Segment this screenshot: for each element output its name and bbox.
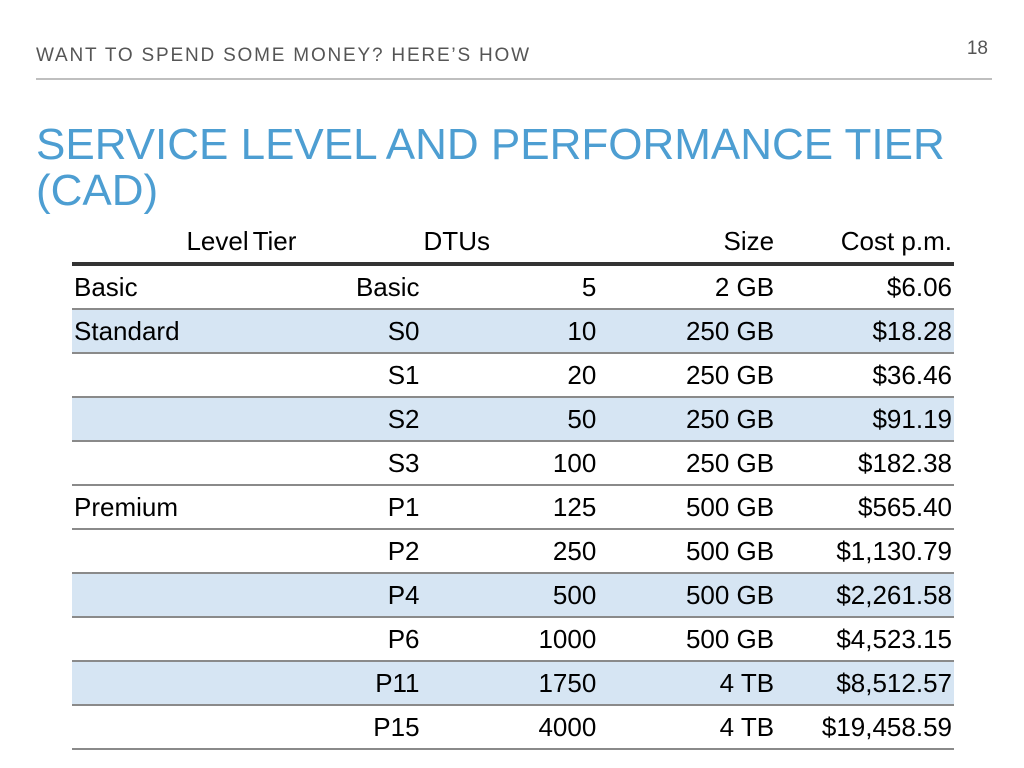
table-row: Basic Basic 5 2 GB $6.06 xyxy=(72,264,954,310)
section-header: WANT TO SPEND SOME MONEY? HERE’S HOW xyxy=(36,45,531,66)
table-row: P2 250 500 GB $1,130.79 xyxy=(72,529,954,574)
table-row: P4 500 500 GB $2,261.58 xyxy=(72,573,954,618)
column-header-cost: Cost p.m. xyxy=(776,220,954,266)
cell-dtus: 10 xyxy=(421,309,599,354)
table-row: S3 100 250 GB $182.38 xyxy=(72,441,954,486)
table-row: S2 50 250 GB $91.19 xyxy=(72,397,954,442)
cell-tier: S2 xyxy=(250,397,422,442)
cell-cost: $2,261.58 xyxy=(776,573,954,618)
column-header-size: Size xyxy=(598,220,777,266)
cell-level: Standard xyxy=(72,309,251,354)
cell-dtus: 500 xyxy=(421,573,599,618)
cell-size: 250 GB xyxy=(598,397,777,442)
cell-size: 500 GB xyxy=(598,617,777,662)
cell-size: 250 GB xyxy=(598,309,777,354)
cell-cost: $36.46 xyxy=(776,353,954,398)
cell-dtus: 250 xyxy=(421,529,599,574)
cell-dtus: 100 xyxy=(421,441,599,486)
cell-tier: P6 xyxy=(250,617,422,662)
cell-cost: $18.28 xyxy=(776,309,954,354)
cell-cost: $19,458.59 xyxy=(776,705,954,750)
cell-dtus: 1000 xyxy=(421,617,599,662)
table-row: S1 20 250 GB $36.46 xyxy=(72,353,954,398)
cell-cost: $8,512.57 xyxy=(776,661,954,706)
cell-dtus: 20 xyxy=(421,353,599,398)
cell-cost: $91.19 xyxy=(776,397,954,442)
cell-cost: $6.06 xyxy=(776,264,954,310)
cell-dtus: 50 xyxy=(421,397,599,442)
cell-level xyxy=(72,705,251,750)
cell-level xyxy=(72,573,251,618)
cell-dtus: 4000 xyxy=(421,705,599,750)
cell-size: 4 TB xyxy=(598,705,777,750)
cell-level: Premium xyxy=(72,485,251,530)
cell-tier: Basic xyxy=(250,264,422,310)
cell-level xyxy=(72,397,251,442)
cell-size: 500 GB xyxy=(598,529,777,574)
cell-level: Basic xyxy=(72,264,251,310)
cell-size: 2 GB xyxy=(598,264,777,310)
header-row: Level Tier DTUs Size Cost p.m. xyxy=(72,220,954,266)
cell-size: 500 GB xyxy=(598,573,777,618)
table-row: P6 1000 500 GB $4,523.15 xyxy=(72,617,954,662)
cell-level xyxy=(72,661,251,706)
cell-cost: $565.40 xyxy=(776,485,954,530)
cell-size: 250 GB xyxy=(598,441,777,486)
cell-tier: P2 xyxy=(250,529,422,574)
cell-dtus: 125 xyxy=(421,485,599,530)
cell-dtus: 5 xyxy=(421,264,599,310)
cell-tier: P4 xyxy=(250,573,422,618)
header-divider xyxy=(36,78,992,80)
cell-size: 4 TB xyxy=(598,661,777,706)
cell-tier: P1 xyxy=(250,485,422,530)
cell-size: 500 GB xyxy=(598,485,777,530)
table-row: Standard S0 10 250 GB $18.28 xyxy=(72,309,954,354)
column-header-dtus: DTUs xyxy=(421,220,599,266)
cell-level xyxy=(72,617,251,662)
cell-level xyxy=(72,529,251,574)
cell-cost: $1,130.79 xyxy=(776,529,954,574)
slide-title: SERVICE LEVEL AND PERFORMANCE TIER (CAD) xyxy=(36,120,945,215)
table-row: Premium P1 125 500 GB $565.40 xyxy=(72,485,954,530)
cell-level xyxy=(72,441,251,486)
cell-tier: S1 xyxy=(250,353,422,398)
cell-tier: S0 xyxy=(250,309,422,354)
cell-cost: $4,523.15 xyxy=(776,617,954,662)
pricing-table: Level Tier DTUs Size Cost p.m. Basic Basi… xyxy=(72,220,954,750)
cell-level xyxy=(72,353,251,398)
table-header: Level Tier DTUs Size Cost p.m. xyxy=(72,220,954,266)
column-header-tier: Tier xyxy=(250,220,422,266)
table-row: P11 1750 4 TB $8,512.57 xyxy=(72,661,954,706)
cell-tier: P15 xyxy=(250,705,422,750)
cell-dtus: 1750 xyxy=(421,661,599,706)
page-number: 18 xyxy=(966,38,988,59)
cell-tier: S3 xyxy=(250,441,422,486)
table-row: P15 4000 4 TB $19,458.59 xyxy=(72,705,954,750)
cell-cost: $182.38 xyxy=(776,441,954,486)
cell-tier: P11 xyxy=(250,661,422,706)
column-header-level: Level xyxy=(72,220,251,266)
table-body: Basic Basic 5 2 GB $6.06 Standard S0 10 250 GB $1… xyxy=(72,264,954,750)
cell-size: 250 GB xyxy=(598,353,777,398)
